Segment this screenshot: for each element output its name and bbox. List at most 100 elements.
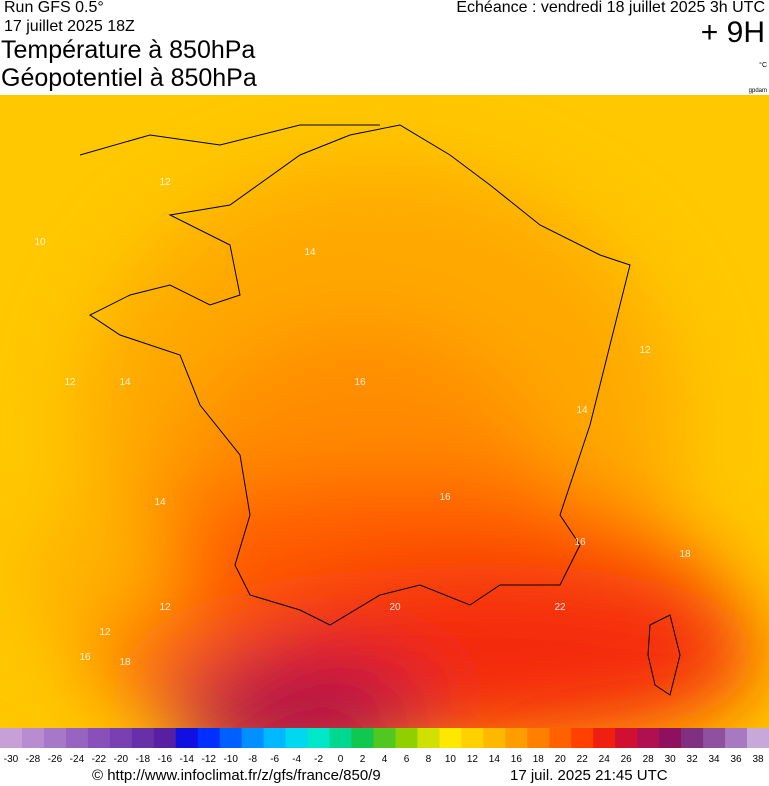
colorbar-swatch <box>549 728 572 748</box>
colorbar-swatch <box>483 728 506 748</box>
colorbar-label: 0 <box>338 754 344 765</box>
contour-label: 18 <box>119 657 131 668</box>
colorbar-swatch <box>615 728 638 748</box>
colorbar-swatch <box>461 728 484 748</box>
colorbar-swatch <box>21 728 45 748</box>
contour-label: 10 <box>34 237 46 248</box>
colorbar-label: -14 <box>180 754 195 765</box>
colorbar-swatch <box>263 728 287 748</box>
colorbar-label: -24 <box>70 754 85 765</box>
colorbar-label: -18 <box>136 754 151 765</box>
contour-label: 12 <box>159 177 171 188</box>
colorbar-label: -16 <box>158 754 173 765</box>
colorbar-swatch <box>505 728 528 748</box>
temperature-field <box>20 165 760 728</box>
colorbar-swatch <box>43 728 67 748</box>
colorbar-label: 2 <box>360 754 366 765</box>
colorbar-swatch <box>351 728 375 748</box>
colorbar-swatch <box>153 728 177 748</box>
colorbar-swatch <box>131 728 155 748</box>
colorbar-label: 8 <box>426 754 432 765</box>
colorbar-swatch <box>219 728 243 748</box>
contour-label: 22 <box>554 602 566 613</box>
colorbar-swatch <box>175 728 199 748</box>
contour-label: 14 <box>576 405 588 416</box>
colorbar-label: 4 <box>382 754 388 765</box>
colorbar-swatch <box>307 728 331 748</box>
colorbar-swatch <box>703 728 726 748</box>
colorbar-swatch <box>241 728 265 748</box>
colorbar-swatch <box>681 728 704 748</box>
colorbar-swatch <box>439 728 462 748</box>
colorbar-label: -20 <box>114 754 129 765</box>
colorbar-label: -4 <box>292 754 301 765</box>
colorbar-swatch <box>109 728 133 748</box>
colorbar-label: 6 <box>404 754 410 765</box>
contour-label: 12 <box>159 602 171 613</box>
colorbar-label: -10 <box>223 754 238 765</box>
colorbar-label: 30 <box>665 754 677 765</box>
colorbar-swatch <box>285 728 309 748</box>
colorbar-label: 22 <box>577 754 589 765</box>
unit: °C <box>759 62 767 69</box>
colorbar-label: -6 <box>270 754 279 765</box>
colorbar-swatch <box>527 728 550 748</box>
colorbar-swatch <box>197 728 221 748</box>
contour-label: 12 <box>64 377 76 388</box>
map: 12 10 12 14 14 14 16 16 18 20 22 16 18 14 12 12 12 16 <box>0 95 769 728</box>
colorbar-label: -8 <box>248 754 257 765</box>
colorbar-label: 20 <box>555 754 567 765</box>
source-tag: gpdam <box>748 88 767 94</box>
contour-label: 16 <box>439 492 451 503</box>
colorbar-swatch <box>417 728 440 748</box>
colorbar-label: 28 <box>643 754 655 765</box>
colorbar-label: 32 <box>687 754 699 765</box>
colorbar-swatch <box>373 728 396 748</box>
run-date: 17 juillet 2025 18Z <box>4 18 135 35</box>
colorbar-label: 18 <box>533 754 545 765</box>
contour-label: 12 <box>99 627 111 638</box>
colorbar-label: 24 <box>599 754 611 765</box>
contour-label: 14 <box>154 497 166 508</box>
colorbar-label: -28 <box>26 754 41 765</box>
colorbar-label: 16 <box>511 754 523 765</box>
corsica <box>647 614 681 696</box>
colorbar-label: -2 <box>314 754 323 765</box>
colorbar-label: -12 <box>202 754 217 765</box>
footer-timestamp: 17 juil. 2025 21:45 UTC <box>510 767 668 784</box>
title: Température à 850hPa <box>1 36 256 64</box>
colorbar-swatch <box>725 728 748 748</box>
contour-label: 16 <box>354 377 366 388</box>
contour-label: 12 <box>639 345 651 356</box>
france-outline <box>89 124 631 626</box>
colorbar-swatch <box>571 728 594 748</box>
colorbar-swatch <box>659 728 682 748</box>
colorbar-swatch <box>395 728 418 748</box>
footer-url[interactable]: © http://www.infoclimat.fr/z/gfs/france/… <box>92 767 381 784</box>
echeance: Echéance : vendredi 18 juillet 2025 3h U… <box>456 0 765 16</box>
colorbar-swatch <box>0 728 23 748</box>
contour-label: 14 <box>119 377 131 388</box>
colorbar-label: 12 <box>467 754 479 765</box>
contour-label: 18 <box>679 549 691 560</box>
colorbar-label: -22 <box>92 754 107 765</box>
contour-labels: 12 10 12 14 14 14 16 16 18 20 22 16 18 14 12 12 12 16 <box>34 177 691 668</box>
colorbar-swatch <box>329 728 353 748</box>
title: Géopotentiel à 850hPa <box>1 64 257 92</box>
england-coast <box>79 124 380 156</box>
colorbar-label: 10 <box>445 754 457 765</box>
colorbar-label: 26 <box>621 754 633 765</box>
colorbar-label: 38 <box>752 754 764 765</box>
run: Run GFS 0.5° <box>4 0 104 16</box>
contour-label: 16 <box>574 537 586 548</box>
colorbar-label: 34 <box>709 754 721 765</box>
colorbar-swatch <box>747 728 769 748</box>
colorbar: -30 -28 -26 -24 -22 -20 -18 -16 -14 -12 -10 -8 -6 -4-… <box>0 728 769 765</box>
colorbar-label: -30 <box>4 754 19 765</box>
colorbar-swatch <box>87 728 111 748</box>
colorbar-swatch <box>593 728 616 748</box>
colorbar-swatch <box>637 728 660 748</box>
lead-time: + 9H <box>700 16 765 49</box>
colorbar-label: 14 <box>489 754 501 765</box>
